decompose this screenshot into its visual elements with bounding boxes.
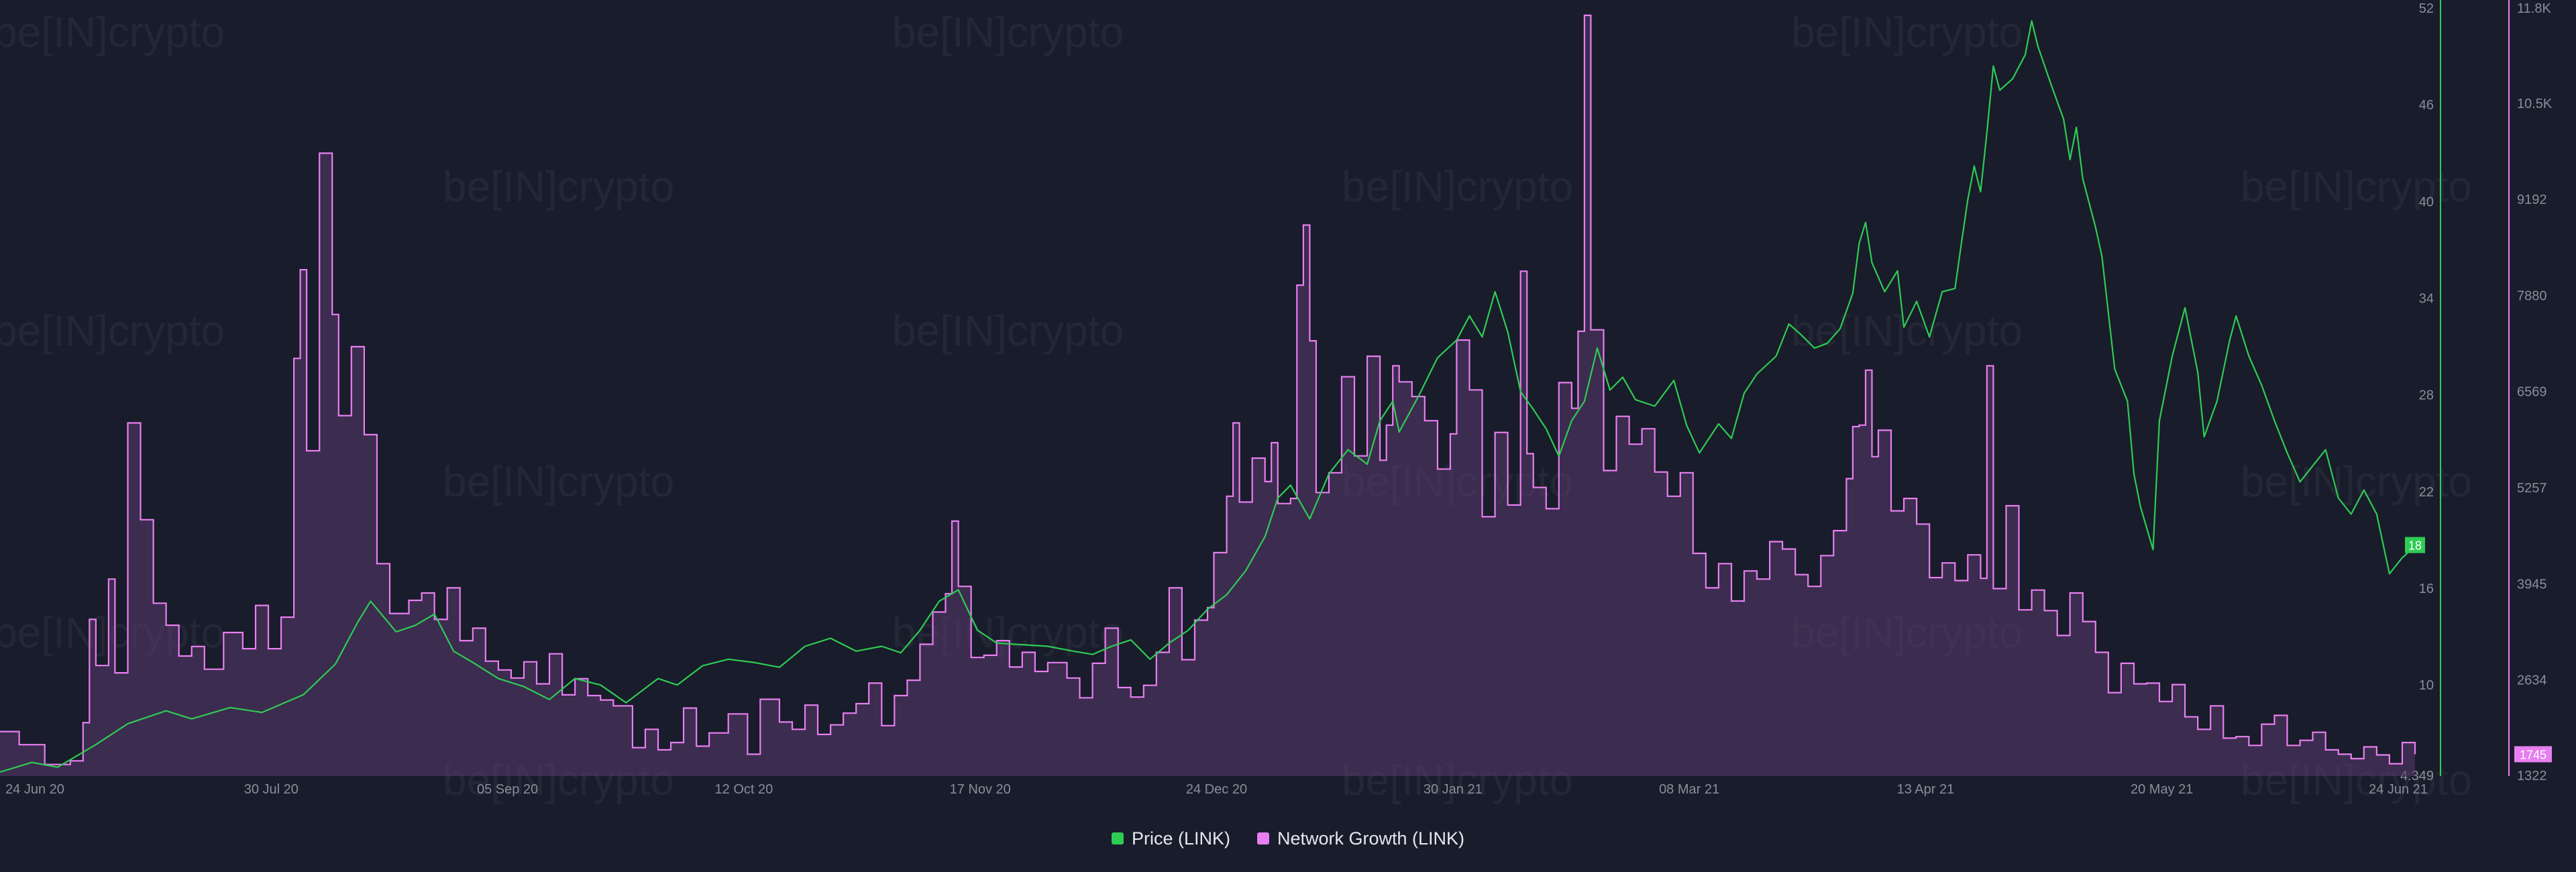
right-tick-label-8: 1322: [2517, 769, 2547, 783]
x-tick-label-4: 17 Nov 20: [950, 782, 1011, 797]
legend-item-network-growth[interactable]: Network Growth (LINK): [1256, 828, 1465, 849]
legend-item-price[interactable]: Price (LINK): [1111, 828, 1230, 849]
price-last-value-badge: [2405, 537, 2425, 553]
watermark-0-1: be[IN]crypto: [892, 8, 1124, 56]
network-growth-last-value-badge: [2514, 746, 2552, 763]
right-tick-label-7: 2634: [2517, 673, 2547, 688]
watermark-2-0: be[IN]crypto: [0, 307, 225, 355]
legend-swatch-price: [1111, 832, 1124, 844]
right-tick-label-4: 6569: [2517, 385, 2547, 400]
right-tick-label-0: 11.8K: [2517, 1, 2551, 16]
network-growth-area: [0, 15, 2415, 776]
x-tick-label-0: 24 Jun 20: [5, 782, 64, 797]
watermark-2-2: be[IN]crypto: [1791, 307, 2023, 355]
network-growth-last-value-label: 1745: [2520, 748, 2546, 761]
watermark-1-0: be[IN]crypto: [443, 162, 674, 211]
left-tick-label-7: 10: [2419, 678, 2434, 693]
left-tick-label-3: 34: [2419, 292, 2434, 307]
left-tick-label-6: 16: [2419, 582, 2434, 596]
right-tick-label-6: 3945: [2517, 577, 2547, 592]
x-tick-label-6: 30 Jan 21: [1424, 782, 1483, 797]
watermark-2-1: be[IN]crypto: [892, 307, 1124, 355]
legend-label-price: Price (LINK): [1131, 828, 1230, 849]
watermark-3-0: be[IN]crypto: [443, 457, 674, 506]
legend-swatch-network-growth: [1256, 832, 1269, 844]
left-tick-label-5: 22: [2419, 485, 2434, 500]
watermark-3-2: be[IN]crypto: [2241, 457, 2472, 506]
legend: Price (LINK) Network Growth (LINK): [0, 825, 2576, 852]
x-tick-label-5: 24 Dec 20: [1186, 782, 1247, 797]
right-tick-label-5: 5257: [2517, 481, 2547, 496]
x-tick-label-1: 30 Jul 20: [244, 782, 299, 797]
x-tick-label-8: 13 Apr 21: [1897, 782, 1955, 797]
right-tick-label-3: 7880: [2517, 288, 2547, 303]
right-tick-label-1: 10.5K: [2517, 97, 2553, 111]
x-tick-label-7: 08 Mar 21: [1659, 782, 1719, 797]
watermark-1-2: be[IN]crypto: [2241, 162, 2472, 211]
price-line: [0, 20, 2416, 773]
left-tick-label-2: 40: [2419, 195, 2434, 209]
x-tick-label-10: 24 Jun 21: [2369, 782, 2428, 797]
price-last-value-label: 18: [2408, 539, 2422, 553]
watermark-1-1: be[IN]crypto: [1342, 162, 1573, 211]
legend-label-network-growth: Network Growth (LINK): [1277, 828, 1465, 849]
x-tick-label-9: 20 May 21: [2131, 782, 2193, 797]
left-tick-label-0: 52: [2419, 1, 2434, 16]
watermark-0-0: be[IN]crypto: [0, 8, 225, 56]
watermark-0-2: be[IN]crypto: [1791, 8, 2023, 56]
left-tick-label-4: 28: [2419, 388, 2434, 403]
x-tick-label-3: 12 Oct 20: [715, 782, 773, 797]
network-growth-line: [0, 14, 2416, 765]
left-tick-label-1: 46: [2419, 98, 2434, 113]
right-tick-label-2: 9192: [2517, 193, 2547, 207]
x-tick-label-2: 05 Sep 20: [477, 782, 538, 797]
